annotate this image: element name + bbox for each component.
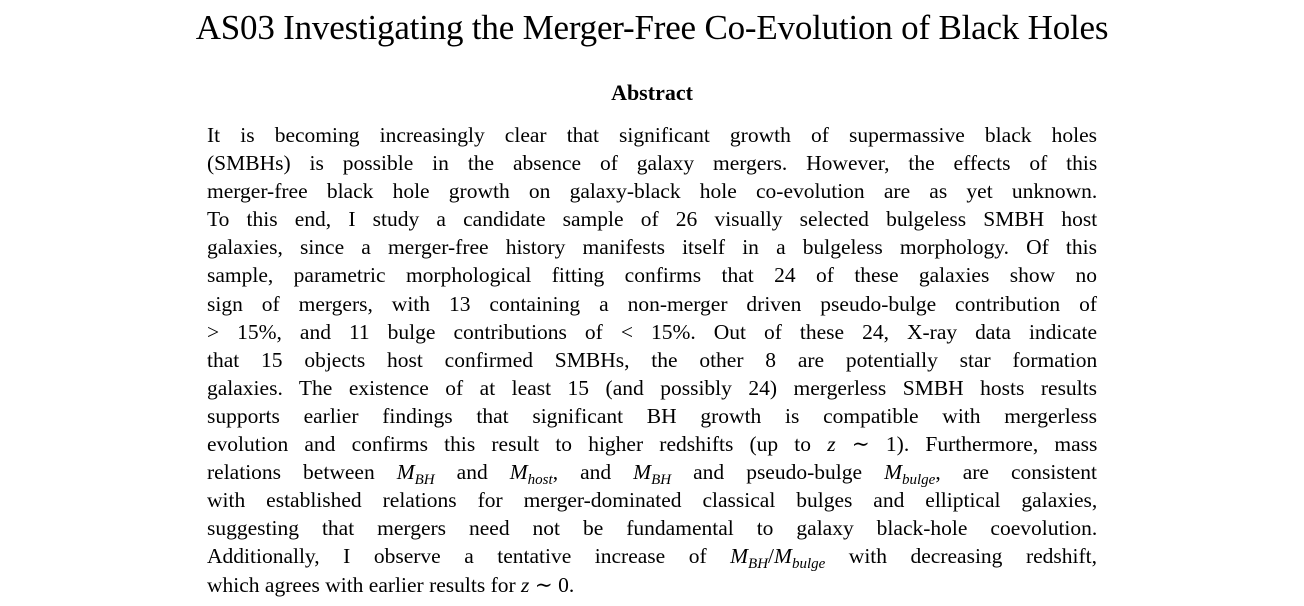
- abstract-line: galaxies. The existence of at least 15 (…: [207, 375, 1097, 400]
- abstract-line: > 15%, and 11 bulge contributions of < 1…: [207, 319, 1097, 344]
- abstract-line: sign of mergers, with 13 containing a no…: [207, 291, 1097, 316]
- abstract-heading: Abstract: [611, 80, 693, 105]
- abstract-line: with established relations for merger-do…: [207, 488, 1098, 513]
- abstract-line-with-math: relations between MBH and Mhost, and MBH…: [207, 460, 1097, 489]
- abstract-line-with-math: evolution and confirms this result to hi…: [207, 432, 1098, 457]
- abstract-line: suggesting that mergers need not be fund…: [207, 516, 1098, 541]
- abstract-line: that 15 objects host confirmed SMBHs, th…: [207, 347, 1098, 372]
- paper-title: AS03 Investigating the Merger-Free Co-Ev…: [195, 8, 1109, 47]
- abstract-line: merger-free black hole growth on galaxy-…: [207, 179, 1098, 204]
- abstract-line: supports earlier findings that significa…: [207, 403, 1097, 428]
- abstract-line: To this end, I study a candidate sample …: [207, 207, 1098, 232]
- abstract-body: It is becoming increasingly clear that s…: [207, 121, 1097, 599]
- abstract-line: (SMBHs) is possible in the absence of ga…: [207, 151, 1098, 176]
- abstract-line: sample, parametric morphological fitting…: [207, 263, 1097, 288]
- abstract-line: It is becoming increasingly clear that s…: [207, 123, 1097, 147]
- abstract-line-with-math: Additionally, I observe a tentative incr…: [207, 544, 1097, 573]
- abstract-line-with-math: which agrees with earlier results for z …: [207, 572, 575, 597]
- abstract-line: galaxies, since a merger-free history ma…: [207, 235, 1097, 260]
